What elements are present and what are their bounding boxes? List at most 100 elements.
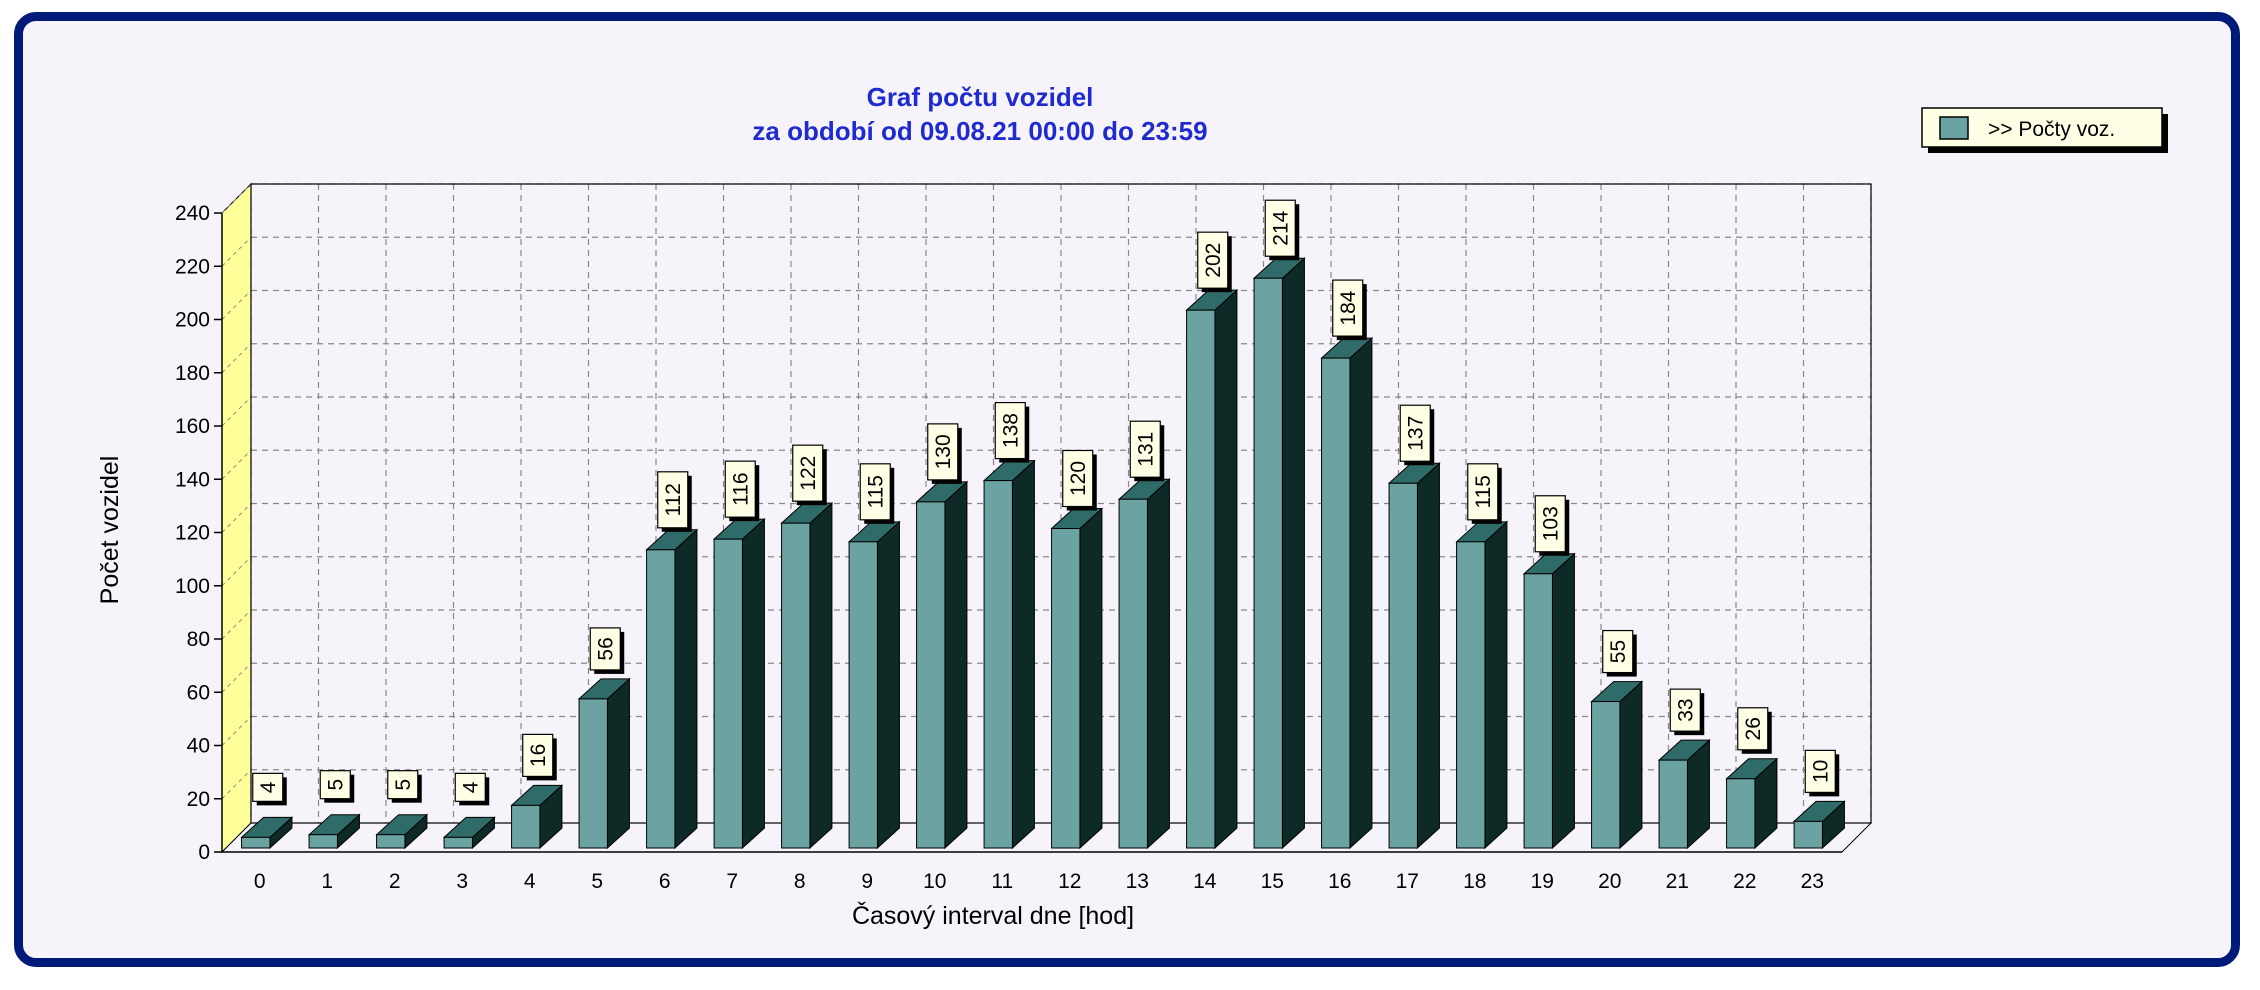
data-label-2: 5 xyxy=(387,770,422,803)
bar-12 xyxy=(1050,507,1104,850)
bar-17 xyxy=(1387,462,1441,850)
x-axis-label: Časový interval dne [hod] xyxy=(852,901,1134,930)
bar-side xyxy=(741,518,765,850)
data-label-22: 26 xyxy=(1737,707,1772,754)
bar-front xyxy=(1253,277,1283,849)
x-tick-label: 20 xyxy=(1598,870,1621,893)
bar-front xyxy=(1051,528,1081,849)
gridline-side xyxy=(221,609,252,640)
data-label-box xyxy=(1332,279,1364,337)
bar-front xyxy=(241,836,271,849)
bar-front xyxy=(1726,778,1756,849)
legend: >> Počty voz. xyxy=(1921,107,2168,153)
data-label-value: 131 xyxy=(1134,432,1157,467)
bar-side xyxy=(1214,289,1238,850)
x-tick-label: 5 xyxy=(591,870,603,893)
data-label-4: 16 xyxy=(522,733,557,781)
bar-side xyxy=(876,520,900,850)
bar-front xyxy=(376,834,406,849)
data-label-value: 112 xyxy=(662,483,685,516)
bar-front xyxy=(1793,820,1823,849)
data-label-11: 138 xyxy=(994,401,1030,463)
data-label-box xyxy=(1062,449,1094,508)
x-tick-label: 14 xyxy=(1193,870,1217,893)
x-tick-label: 1 xyxy=(321,870,333,893)
bar-side xyxy=(1146,478,1170,850)
data-label-3: 4 xyxy=(454,772,490,806)
x-tick-label: 16 xyxy=(1328,870,1351,893)
bar-side xyxy=(1551,552,1575,850)
bar-4 xyxy=(510,784,564,850)
bar-front xyxy=(308,834,338,849)
x-tick-label: 2 xyxy=(389,870,401,893)
bar-front xyxy=(781,522,811,849)
data-label-value: 16 xyxy=(527,744,550,767)
x-tick-label: 9 xyxy=(861,870,873,893)
bar-front xyxy=(1523,573,1553,849)
y-axis-label: Počet vozidel xyxy=(96,456,124,605)
bar-front xyxy=(848,541,878,849)
bar-0 xyxy=(240,816,294,850)
bar-3 xyxy=(442,816,496,850)
y-tick-label: 80 xyxy=(187,628,210,651)
bar-front xyxy=(511,804,541,849)
bar-front xyxy=(443,836,473,849)
bar-9 xyxy=(847,520,901,850)
data-label-6: 112 xyxy=(657,471,692,532)
bar-16 xyxy=(1320,336,1374,850)
bar-side xyxy=(606,677,630,850)
y-tick-label: 200 xyxy=(175,309,210,332)
data-label-box xyxy=(657,471,689,529)
y-tick-label: 160 xyxy=(175,415,210,438)
data-label-box xyxy=(1197,231,1229,289)
data-label-value: 120 xyxy=(1067,461,1090,496)
data-label-box xyxy=(1467,463,1499,521)
data-label-value: 56 xyxy=(594,637,617,660)
data-label-box xyxy=(454,772,486,802)
x-tick-label: 7 xyxy=(726,870,738,893)
data-label-17: 137 xyxy=(1399,404,1435,466)
bar-10 xyxy=(915,480,969,850)
bar-6 xyxy=(645,528,699,850)
data-label-box xyxy=(1399,404,1431,462)
bar-7 xyxy=(712,518,766,850)
data-label-9: 115 xyxy=(859,463,895,524)
data-label-21: 33 xyxy=(1669,688,1705,736)
gridline-side xyxy=(221,556,252,587)
data-label-box xyxy=(994,401,1026,460)
bar-5 xyxy=(577,677,631,850)
data-label-value: 137 xyxy=(1404,416,1427,451)
data-label-box xyxy=(252,772,284,802)
bar-front xyxy=(1321,357,1351,849)
bar-side xyxy=(1011,459,1035,850)
bar-front xyxy=(1456,541,1486,849)
x-tick-label: 21 xyxy=(1666,870,1689,893)
y-tick-label: 120 xyxy=(175,522,210,545)
y-tick-label: 40 xyxy=(187,735,210,758)
x-tick-label: 19 xyxy=(1531,870,1554,893)
data-label-0: 4 xyxy=(252,772,287,806)
bar-front xyxy=(916,501,946,849)
data-label-20: 55 xyxy=(1602,629,1637,677)
bar-side xyxy=(809,502,833,850)
data-label-value: 122 xyxy=(797,456,820,491)
data-label-23: 10 xyxy=(1804,749,1840,797)
gridline-side xyxy=(221,769,252,800)
x-tick-label: 11 xyxy=(991,870,1013,893)
data-label-box xyxy=(724,460,756,518)
data-label-10: 130 xyxy=(927,423,962,484)
y-tick-label: 240 xyxy=(175,202,210,225)
gridline-side xyxy=(221,396,252,427)
bar-side xyxy=(1281,257,1305,850)
y-tick-label: 0 xyxy=(198,841,210,864)
data-label-12: 120 xyxy=(1062,449,1097,511)
bar-side xyxy=(1079,507,1103,850)
data-label-box xyxy=(522,733,554,778)
data-label-value: 130 xyxy=(932,434,955,469)
bar-front xyxy=(1388,482,1418,849)
data-label-value: 10 xyxy=(1809,760,1832,783)
x-tick-label: 17 xyxy=(1396,870,1419,893)
bar-8 xyxy=(780,502,834,850)
